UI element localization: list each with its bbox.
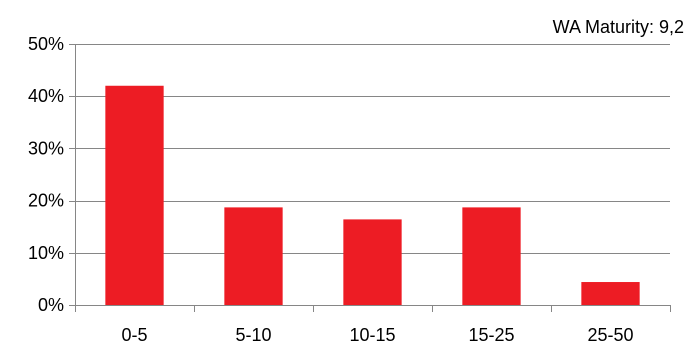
bar-25-50 bbox=[581, 282, 640, 305]
axes bbox=[69, 44, 671, 312]
y-tick-label: 40% bbox=[28, 86, 64, 106]
y-tick-labels: 0% 10% 20% 30% 40% 50% bbox=[28, 34, 64, 315]
x-tick-labels: 0-5 5-10 10-15 15-25 25-50 bbox=[121, 325, 633, 345]
bar-10-15 bbox=[343, 219, 402, 305]
y-tick-label: 30% bbox=[28, 138, 64, 158]
bar-0-5 bbox=[105, 85, 164, 305]
y-tick-label: 20% bbox=[28, 191, 64, 211]
x-tick-label: 5-10 bbox=[235, 325, 271, 345]
bar-15-25 bbox=[462, 207, 521, 305]
x-tick-label: 15-25 bbox=[468, 325, 514, 345]
x-tick-label: 10-15 bbox=[349, 325, 395, 345]
y-tick-label: 50% bbox=[28, 34, 64, 54]
bars bbox=[105, 85, 640, 305]
y-tick-label: 0% bbox=[38, 295, 64, 315]
y-tick-label: 10% bbox=[28, 243, 64, 263]
bar-5-10 bbox=[224, 207, 283, 305]
wa-maturity-annotation: WA Maturity: 9,2 bbox=[553, 17, 684, 37]
gridlines bbox=[75, 44, 670, 254]
x-tick-label: 0-5 bbox=[121, 325, 147, 345]
x-tick-label: 25-50 bbox=[587, 325, 633, 345]
